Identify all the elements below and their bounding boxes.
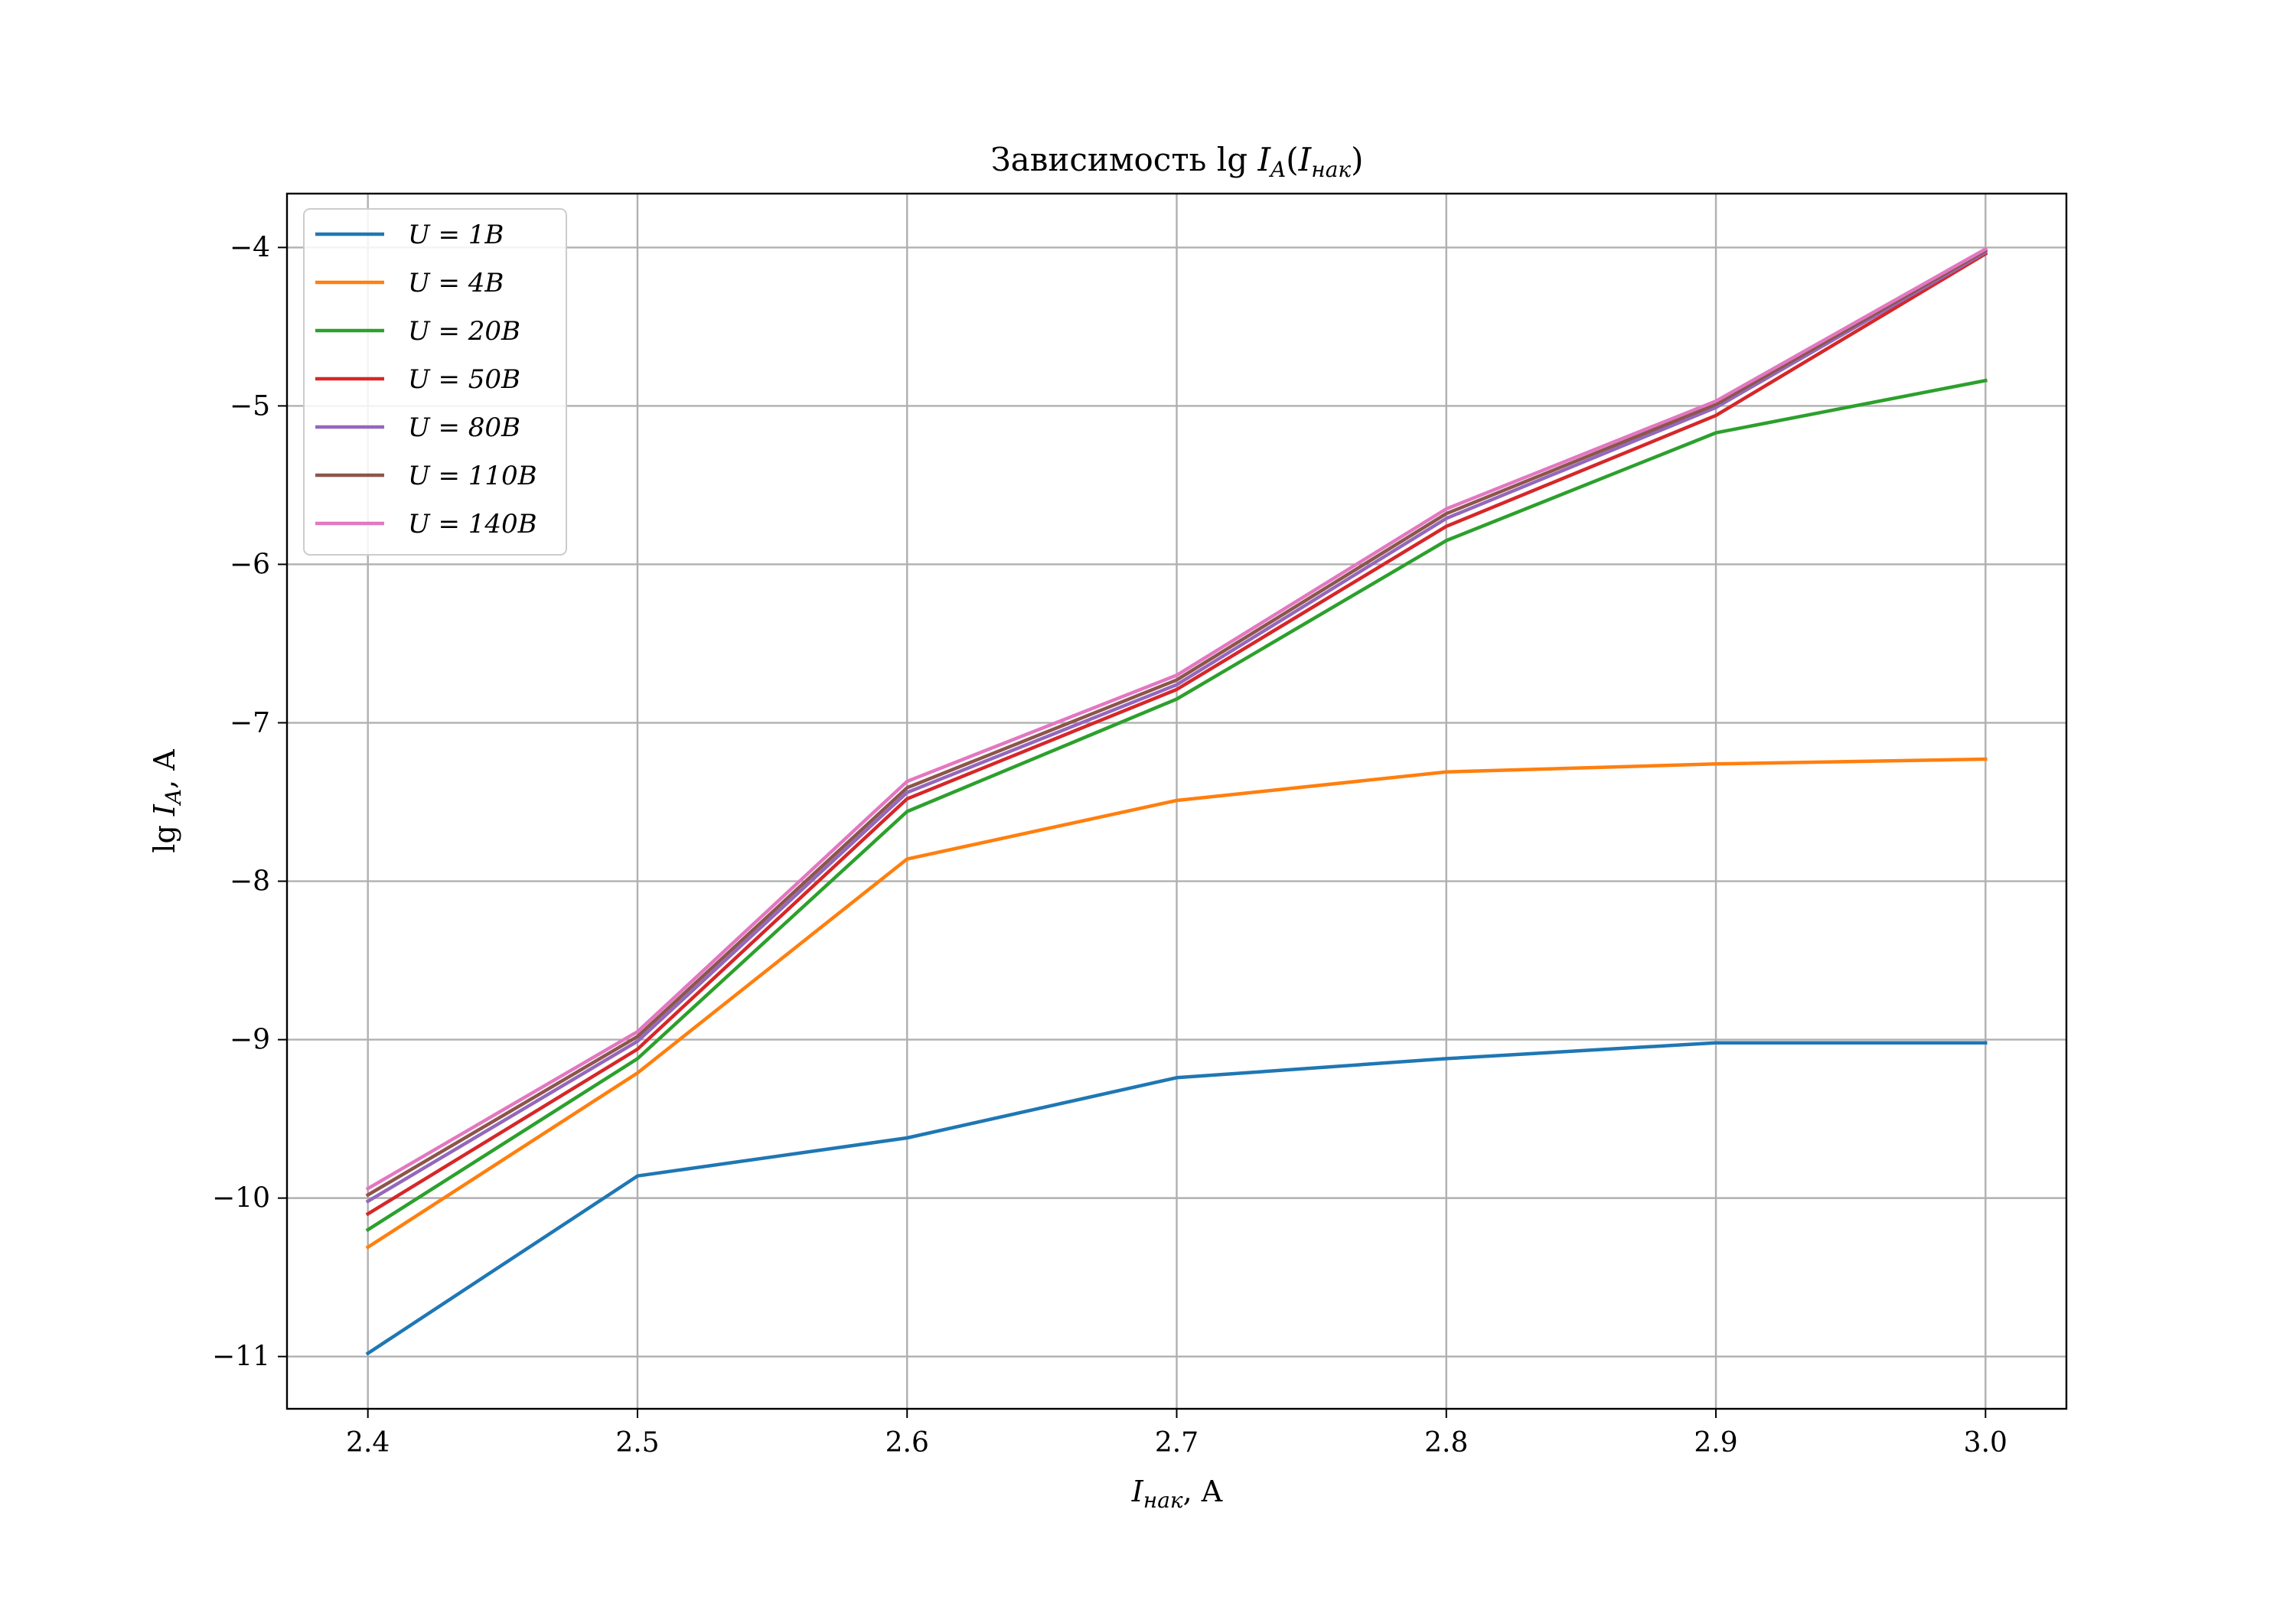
legend: U = 1B U = 4B U = 20B U = 50B U = 80B U = 110… [303, 208, 567, 556]
y-tick-label: −11 [212, 1341, 270, 1373]
series-line [365, 248, 1988, 1198]
legend-label: U = 80B [408, 412, 520, 443]
legend-label: U = 4B [408, 268, 504, 298]
x-tick-label: 2.5 [615, 1427, 659, 1459]
x-axis-label: Iнак, A [1131, 1475, 1223, 1513]
series-line [365, 251, 1988, 1217]
x-tick-label: 2.4 [346, 1427, 390, 1459]
y-tick-label: −4 [230, 232, 270, 263]
x-tick-label: 2.6 [885, 1427, 929, 1459]
x-tick-label: 2.7 [1155, 1427, 1199, 1459]
legend-label: U = 110B [408, 461, 537, 491]
grid-lines [287, 194, 2066, 1409]
legend-label: U = 20B [408, 316, 520, 347]
y-tick-label: −7 [230, 708, 270, 739]
series-line [365, 249, 1988, 1204]
series-lines [365, 246, 1988, 1356]
series-line [365, 1041, 1988, 1356]
series-line [365, 378, 1988, 1233]
y-tick-label: −9 [230, 1025, 270, 1056]
y-tick-label: −8 [230, 866, 270, 898]
x-tick-label: 2.8 [1424, 1427, 1468, 1459]
chart-title: Зависимость lg IA(Iнак) [990, 141, 1363, 182]
series-line [365, 757, 1988, 1250]
series-line [365, 246, 1988, 1191]
legend-label: U = 1B [408, 220, 504, 250]
x-axis-ticks: 2.4 2.5 2.6 2.7 2.8 2.9 3.0 [346, 1409, 2007, 1459]
legend-label: U = 50B [408, 364, 520, 395]
x-tick-label: 3.0 [1964, 1427, 2007, 1459]
y-tick-label: −6 [230, 549, 270, 580]
legend-label: U = 140B [408, 509, 537, 539]
y-axis-ticks: −4 −5 −6 −7 −8 −9 −10 −11 [212, 232, 287, 1373]
legend-box [303, 208, 567, 556]
y-tick-label: −10 [212, 1183, 270, 1214]
y-tick-label: −5 [230, 390, 270, 422]
x-tick-label: 2.9 [1694, 1427, 1737, 1459]
